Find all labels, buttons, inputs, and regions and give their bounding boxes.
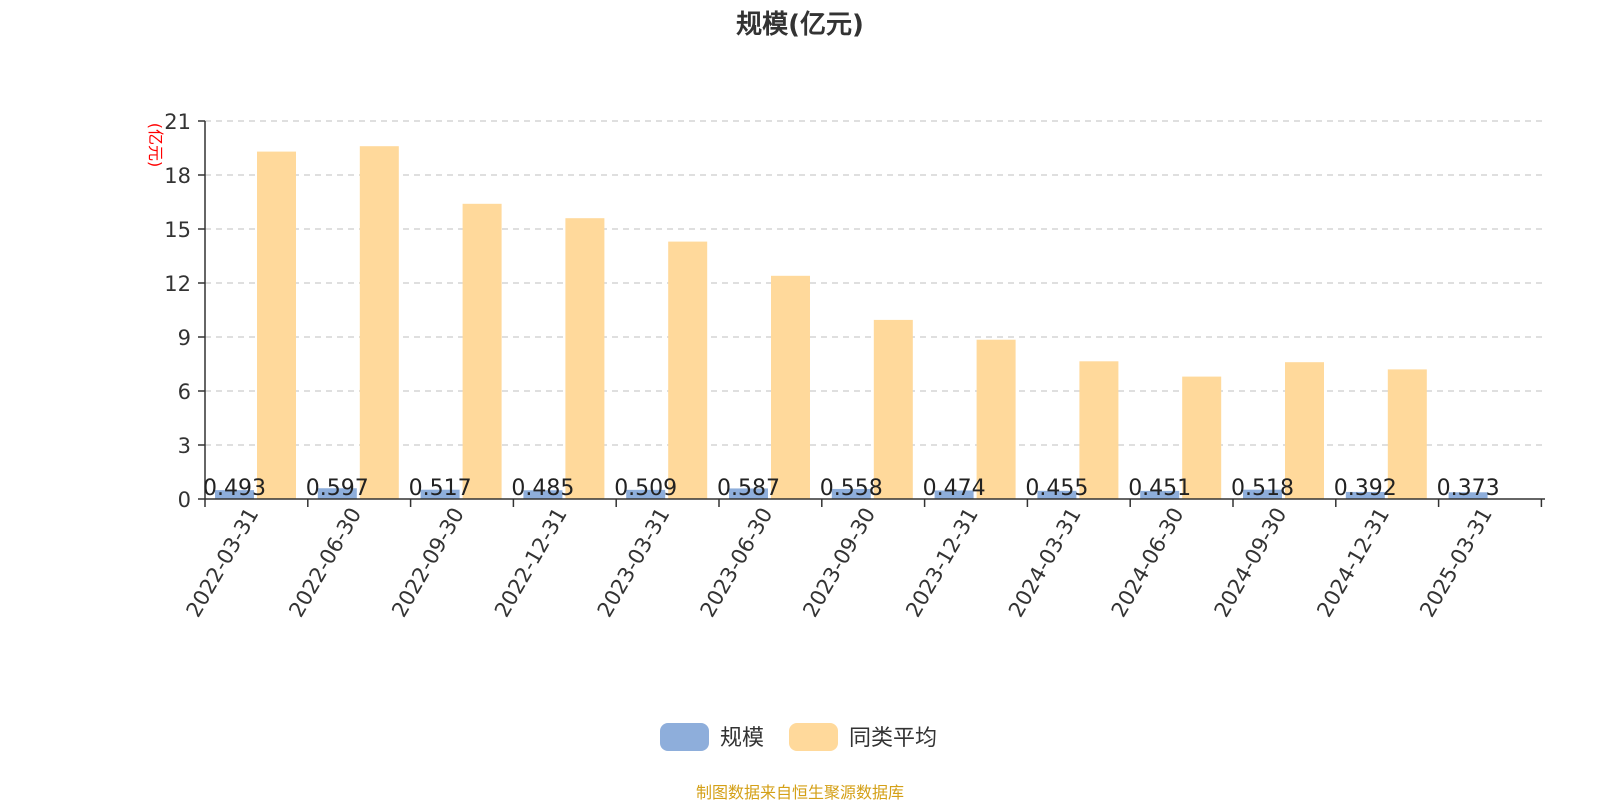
legend-label: 规模 bbox=[720, 726, 764, 751]
data-source-note: 制图数据来自恒生聚源数据库 bbox=[695, 783, 904, 802]
x-tick-label: 2024-06-30 bbox=[1107, 504, 1189, 622]
bar-同类平均-2022-12-31 bbox=[565, 218, 605, 499]
bar-规模-2022-06-30 bbox=[317, 488, 357, 499]
x-tick-label: 2022-09-30 bbox=[387, 503, 469, 621]
legend-label: 同类平均 bbox=[849, 726, 937, 751]
legend-item-同类平均[interactable]: 同类平均 bbox=[789, 723, 937, 751]
x-axis: 2022-03-31 2022-06-30 2022-09-30 2022-12-31… bbox=[182, 498, 1545, 622]
bar-规模-2023-09-30 bbox=[831, 488, 871, 499]
x-tick-label: 2023-09-30 bbox=[798, 504, 880, 622]
x-tick-label: 2022-03-31 bbox=[182, 504, 264, 622]
bar-规模-2025-03-31 bbox=[1448, 492, 1488, 499]
bar-同类平均-2023-03-31 bbox=[668, 241, 708, 499]
legend[interactable]: 规模 同类平均 bbox=[660, 723, 937, 751]
bar-同类平均-2024-03-31 bbox=[1079, 361, 1119, 499]
bar-规模-2023-06-30 bbox=[729, 488, 768, 499]
bar-同类平均-2023-06-30 bbox=[771, 275, 810, 499]
x-tick-label: 2023-12-31 bbox=[901, 504, 983, 622]
y-tick-label: 21 bbox=[164, 110, 191, 134]
data-label: 0.518 bbox=[1231, 476, 1294, 501]
x-tick-label: 2024-09-30 bbox=[1210, 504, 1292, 622]
bar-规模-2024-12-31 bbox=[1345, 491, 1385, 499]
bar-规模-2022-09-30 bbox=[420, 489, 460, 499]
bar-同类平均-2024-06-30 bbox=[1182, 376, 1222, 499]
bar-规模-2024-06-30 bbox=[1140, 490, 1180, 499]
bars: 0.493 0.597 0.517 0.485 0.509 0.587 0.558 0.474… bbox=[203, 146, 1500, 501]
bar-同类平均-2023-09-30 bbox=[873, 319, 913, 499]
bar-规模-2023-12-31 bbox=[934, 490, 974, 499]
legend-item-规模[interactable]: 规模 bbox=[660, 723, 764, 751]
bar-同类平均-2023-12-31 bbox=[976, 339, 1016, 499]
chart-title: 规模(亿元) bbox=[736, 10, 864, 40]
x-tick-label: 2025-03-31 bbox=[1415, 504, 1497, 622]
y-axis-label: (亿元) bbox=[146, 123, 165, 168]
y-tick-label: 12 bbox=[164, 272, 191, 296]
bar-规模-2022-03-31 bbox=[215, 490, 254, 499]
data-label: 0.474 bbox=[923, 476, 986, 501]
bar-规模-2024-09-30 bbox=[1243, 489, 1282, 499]
legend-swatch bbox=[660, 723, 709, 751]
bar-同类平均-2022-06-30 bbox=[359, 146, 399, 499]
data-label: 0.517 bbox=[409, 476, 472, 501]
data-label: 0.493 bbox=[203, 476, 266, 501]
x-tick-label: 2022-06-30 bbox=[284, 504, 366, 622]
y-tick-label: 18 bbox=[164, 164, 191, 188]
data-label: 0.392 bbox=[1334, 476, 1397, 501]
bar-规模-2023-03-31 bbox=[626, 489, 666, 499]
data-label: 0.597 bbox=[306, 476, 369, 501]
x-tick-label: 2023-06-30 bbox=[696, 504, 778, 622]
y-tick-label: 15 bbox=[164, 218, 191, 242]
y-tick-label: 9 bbox=[178, 326, 191, 350]
bar-同类平均-2022-09-30 bbox=[462, 203, 502, 500]
y-axis: 0 3 6 9 12 15 18 21 bbox=[164, 110, 206, 512]
x-tick-label: 2024-12-31 bbox=[1312, 504, 1394, 622]
legend-swatch bbox=[789, 723, 838, 751]
data-label: 0.451 bbox=[1128, 476, 1191, 501]
bar-同类平均-2024-12-31 bbox=[1387, 369, 1427, 499]
y-tick-label: 0 bbox=[178, 488, 191, 512]
data-label: 0.373 bbox=[1437, 476, 1500, 501]
bar-同类平均-2024-09-30 bbox=[1285, 362, 1324, 499]
data-label: 0.558 bbox=[820, 476, 883, 501]
data-label: 0.509 bbox=[614, 476, 677, 501]
x-tick-label: 2023-03-31 bbox=[593, 504, 675, 622]
data-label: 0.455 bbox=[1025, 476, 1088, 501]
data-label: 0.485 bbox=[511, 476, 574, 501]
y-tick-label: 3 bbox=[178, 434, 191, 458]
bar-同类平均-2022-03-31 bbox=[257, 151, 296, 499]
x-tick-label: 2024-03-31 bbox=[1004, 504, 1086, 622]
data-label: 0.587 bbox=[717, 476, 780, 501]
x-tick-label: 2022-12-31 bbox=[490, 504, 572, 622]
bar-规模-2024-03-31 bbox=[1037, 490, 1077, 499]
y-tick-label: 6 bbox=[178, 380, 191, 404]
bar-规模-2022-12-31 bbox=[523, 490, 563, 499]
